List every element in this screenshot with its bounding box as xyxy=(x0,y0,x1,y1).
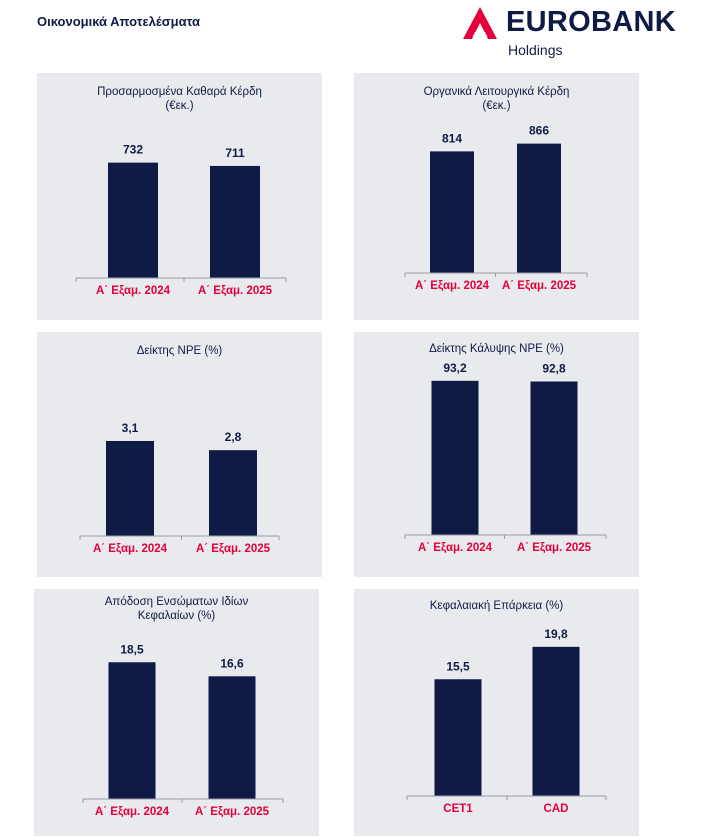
category-label-1: CAD xyxy=(544,803,569,815)
page-title: Οικονομικά Αποτελέσματα xyxy=(37,14,201,29)
chart-capital-adequacy: 15,5 CET1 19,8 CAD xyxy=(406,627,607,815)
data-label-0: 18,5 xyxy=(120,642,144,656)
eurobank-logo-icon xyxy=(463,7,497,39)
category-label-0: CET1 xyxy=(443,803,473,815)
bar-0 xyxy=(434,679,482,796)
category-label-1: Α΄ Εξαμ. 2025 xyxy=(198,285,273,297)
chart-panel-npe-coverage: Δείκτης Κάλυψης NPE (%) 93,2 Α΄ Εξαμ. 202… xyxy=(354,332,639,577)
data-label-0: 93,2 xyxy=(443,361,467,375)
bar-1 xyxy=(530,381,578,535)
category-label-0: Α΄ Εξαμ. 2024 xyxy=(96,285,171,297)
chart-title: Οργανικά Λειτουργικά Κέρδη (€εκ.) xyxy=(423,86,570,112)
data-label-1: 711 xyxy=(225,146,245,160)
chart-title: Απόδοση Ενσώματων Ιδίων Κεφαλαίων (%) xyxy=(104,596,249,622)
category-label-1: Α΄ Εξαμ. 2025 xyxy=(502,280,577,292)
chart-panel-core-operating-profit: Οργανικά Λειτουργικά Κέρδη (€εκ.) 814 Α΄ … xyxy=(354,73,639,320)
chart-npe-ratio: 3,1 Α΄ Εξαμ. 2024 2,8 Α΄ Εξαμ. 2025 xyxy=(79,421,280,555)
chart-title: Κεφαλαιακή Επάρκεια (%) xyxy=(429,600,564,612)
chart-rote: 18,5 Α΄ Εξαμ. 2024 16,6 Α΄ Εξαμ. 2025 xyxy=(82,642,284,818)
chart-adjusted-net-profit: 732 Α΄ Εξαμ. 2024 711 Α΄ Εξαμ. 2025 xyxy=(75,143,287,297)
bar-1 xyxy=(208,676,256,799)
bar-0 xyxy=(430,151,474,273)
category-label-0: Α΄ Εξαμ. 2024 xyxy=(95,806,170,818)
bar-0 xyxy=(431,380,479,535)
eurobank-logo: EUROBANK Holdings xyxy=(462,4,694,60)
category-label-0: Α΄ Εξαμ. 2024 xyxy=(418,542,493,554)
bar-1 xyxy=(210,165,260,278)
chart-panel-capital-adequacy: Κεφαλαιακή Επάρκεια (%) 15,5 CET1 19,8 CAD xyxy=(354,589,639,836)
chart-npe-coverage: 93,2 Α΄ Εξαμ. 2024 92,8 Α΄ Εξαμ. 2025 xyxy=(404,361,607,554)
data-label-0: 15,5 xyxy=(446,659,470,673)
bar-1 xyxy=(532,646,580,796)
bar-0 xyxy=(108,662,156,799)
data-label-0: 732 xyxy=(123,143,143,157)
bar-0 xyxy=(106,440,154,536)
bar-0 xyxy=(108,162,158,278)
logo-name: EUROBANK xyxy=(506,6,676,38)
logo-subtitle: Holdings xyxy=(508,42,563,58)
chart-title: Δείκτης NPE (%) xyxy=(136,345,223,357)
data-label-0: 814 xyxy=(442,131,462,145)
category-label-1: Α΄ Εξαμ. 2025 xyxy=(517,542,592,554)
bar-1 xyxy=(209,450,257,536)
bar-1 xyxy=(517,143,561,273)
chart-title: Προσαρμοσμένα Καθαρά Κέρδη (€εκ.) xyxy=(97,86,262,112)
chart-panel-rote: Απόδοση Ενσώματων Ιδίων Κεφαλαίων (%) 18… xyxy=(34,589,319,836)
chart-panel-adjusted-net-profit: Προσαρμοσμένα Καθαρά Κέρδη (€εκ.) 732 Α΄ … xyxy=(37,73,322,320)
chart-panel-npe-ratio: Δείκτης NPE (%) 3,1 Α΄ Εξαμ. 2024 2,8 Α΄ Εξ… xyxy=(37,332,322,577)
data-label-1: 19,8 xyxy=(544,627,568,641)
category-label-1: Α΄ Εξαμ. 2025 xyxy=(195,806,270,818)
data-label-1: 92,8 xyxy=(542,361,566,375)
category-label-1: Α΄ Εξαμ. 2025 xyxy=(196,543,271,555)
chart-title: Δείκτης Κάλυψης NPE (%) xyxy=(429,343,564,355)
data-label-0: 3,1 xyxy=(122,421,139,435)
category-label-0: Α΄ Εξαμ. 2024 xyxy=(93,543,168,555)
data-label-1: 16,6 xyxy=(220,656,244,670)
data-label-1: 2,8 xyxy=(225,430,242,444)
category-label-0: Α΄ Εξαμ. 2024 xyxy=(415,280,490,292)
chart-core-operating-profit: 814 Α΄ Εξαμ. 2024 866 Α΄ Εξαμ. 2025 xyxy=(404,124,588,292)
data-label-1: 866 xyxy=(529,124,549,138)
